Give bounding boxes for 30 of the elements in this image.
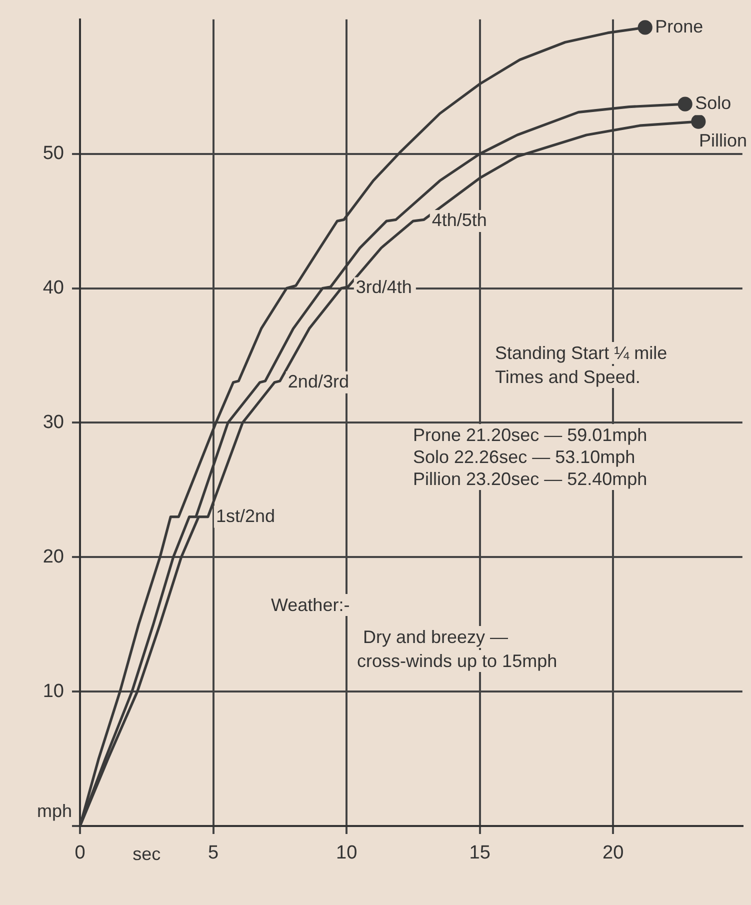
point [638, 20, 652, 35]
x-tick-label: 10 [336, 842, 358, 864]
y-axis-title: mph [36, 800, 72, 821]
annotation: Times and Speed. [492, 366, 644, 388]
series-label: Prone [655, 16, 704, 36]
x-tick-label: 5 [208, 842, 219, 864]
series-label: Pillion [698, 130, 748, 151]
y-tick-label: 30 [42, 412, 64, 433]
annotation: cross-winds up to 15mph [354, 650, 560, 672]
annotation: Dry and breezy — [360, 626, 512, 648]
x-axis-title: sec [132, 844, 161, 864]
x-tick-label: 20 [602, 842, 624, 864]
point [691, 114, 706, 129]
annotation: 2nd/3rd [288, 371, 349, 392]
annotation: Standing Start ¼ mile [492, 342, 670, 364]
series-label: Solo [695, 93, 732, 114]
annotation: 1st/2nd [216, 506, 275, 526]
annotation: 4th/5th [432, 210, 487, 230]
annotation: 3rd/4th [356, 277, 412, 298]
x-tick-label: 15 [469, 842, 490, 864]
annotation: Pillion 23.20sec — 52.40mph [410, 468, 650, 490]
x-tick-label: 0 [74, 842, 86, 864]
point [678, 96, 692, 112]
y-tick-label: 20 [42, 546, 64, 568]
y-tick-label: 40 [42, 278, 64, 298]
y-tick-label: 10 [42, 680, 64, 702]
annotation: Solo 22.26sec — 53.10mph [410, 446, 638, 468]
annotation: Weather:- [268, 594, 353, 616]
y-tick-label: 50 [42, 143, 64, 164]
annotation: Prone 21.20sec — 59.01mph [410, 424, 650, 446]
